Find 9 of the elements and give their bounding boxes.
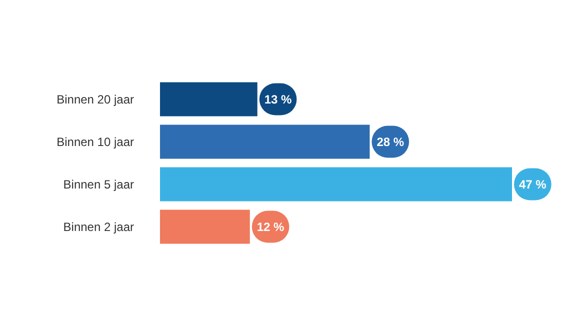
bar [160,167,512,202]
y-tick-label: Binnen 2 jaar [63,220,134,234]
data-label: 13 % [264,92,292,106]
y-tick-label: Binnen 5 jaar [63,177,134,192]
data-label: 28 % [376,134,404,149]
data-label: 12 % [256,220,285,234]
data-label: 47 % [519,177,547,192]
y-tick-label: Binnen 20 jaar [56,92,134,106]
y-tick-label: Binnen 10 jaar [56,134,134,149]
